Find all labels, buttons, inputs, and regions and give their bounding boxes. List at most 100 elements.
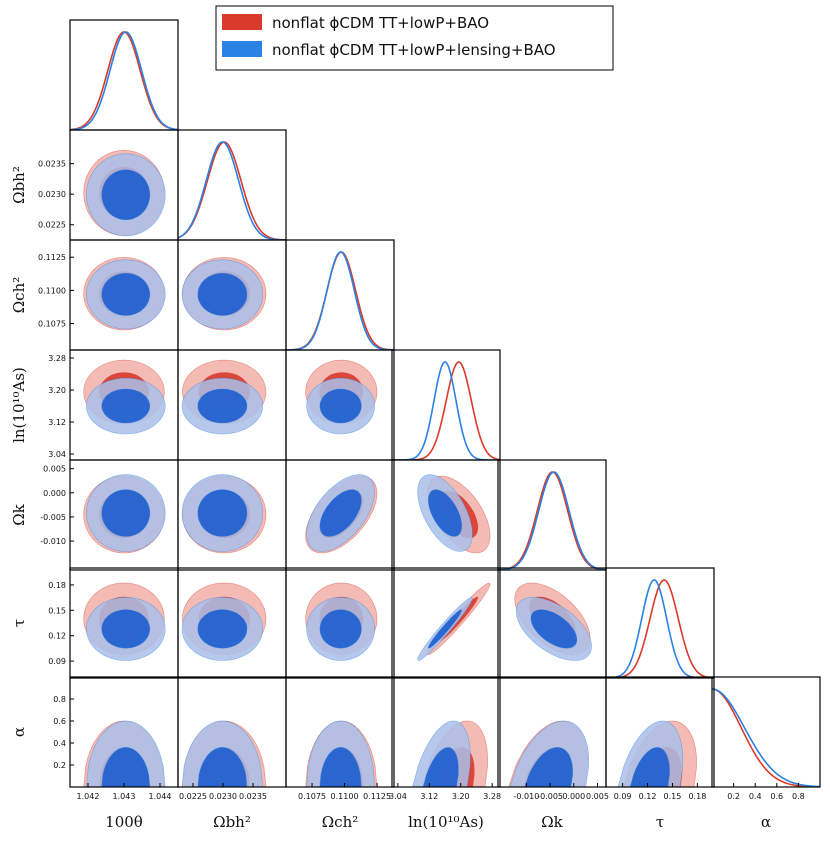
- panel-frame-6-5: [605, 676, 715, 788]
- marginal-alpha: [712, 688, 820, 787]
- contour-panel-alpha-vs-logA: [412, 720, 489, 787]
- x-tick-label-omb: 0.0235: [239, 792, 267, 801]
- contour-blue-1sigma-alpha-omc: [319, 747, 362, 787]
- x-tick-label-alpha: 0.6: [770, 792, 783, 801]
- y-tick-label-alpha: 0.6: [53, 717, 66, 726]
- legend-box: [215, 5, 614, 71]
- legend: nonflat ϕCDM TT+lowP+BAO nonflat ϕCDM TT+…: [215, 5, 614, 71]
- panel-frame-6-6: [711, 676, 821, 788]
- panel-frame-5-5: [605, 567, 715, 679]
- contour-blue-1sigma-tau-omb: [197, 609, 248, 649]
- marginal-omk: [498, 471, 606, 570]
- y-axis-label-alpha: α: [10, 727, 28, 737]
- y-tick-label-tau: 0.09: [48, 657, 66, 666]
- x-axis-label-omc: Ωch²: [322, 813, 359, 831]
- legend-label-blue: nonflat ϕCDM TT+lowP+lensing+BAO: [272, 41, 556, 59]
- y-tick-label-omk: 0.000: [43, 489, 66, 498]
- x-tick-label-omc: 0.1125: [363, 792, 391, 801]
- contour-blue-1sigma-tau-logA: [428, 609, 462, 649]
- y-tick-label-tau: 0.18: [48, 581, 66, 590]
- contour-panel-alpha-vs-omk: [508, 720, 589, 787]
- x-tick-label-theta: 1.044: [149, 792, 172, 801]
- x-tick-label-tau: 0.12: [639, 792, 657, 801]
- x-tick-label-omc: 0.1075: [298, 792, 326, 801]
- contour-panel-logA-vs-theta: [83, 359, 166, 435]
- marginal-line-red-tau: [606, 579, 714, 678]
- panel-frame-6-2: [285, 676, 395, 788]
- x-tick-label-omk: 0.005: [586, 792, 609, 801]
- y-axis-label-tau: τ: [10, 619, 28, 627]
- contour-panel-omc-vs-omb: [181, 257, 267, 331]
- x-axis-label-omk: Ωk: [541, 813, 563, 831]
- y-axis-label-logA: ln(10¹⁰As): [10, 367, 28, 443]
- y-tick-label-alpha: 0.2: [53, 761, 66, 770]
- y-axis-label-omb: Ωbh²: [10, 166, 28, 204]
- contour-blue-1sigma-alpha-omb: [197, 747, 248, 787]
- y-axis-label-omk: Ωk: [10, 503, 28, 525]
- contour-blue-1sigma-logA-theta: [101, 388, 151, 424]
- marginal-logA: [392, 361, 500, 460]
- y-tick-label-tau: 0.15: [48, 606, 66, 615]
- marginal-line-blue-omk: [498, 471, 606, 570]
- y-axis-label-omc: Ωch²: [10, 277, 28, 314]
- contour-panel-alpha-vs-theta: [83, 720, 166, 787]
- x-tick-label-alpha: 0.2: [727, 792, 740, 801]
- contour-panel-alpha-vs-omb: [181, 720, 267, 787]
- panel-frame-4-3: [391, 459, 501, 571]
- x-tick-label-alpha: 0.4: [749, 792, 762, 801]
- contour-blue-1sigma-tau-theta: [101, 609, 151, 649]
- x-tick-label-omb: 0.0225: [179, 792, 207, 801]
- contour-panel-omk-vs-omc: [305, 474, 378, 554]
- y-tick-label-tau: 0.12: [48, 632, 66, 641]
- marginal-omb: [178, 141, 286, 240]
- y-tick-label-omc: 0.1125: [38, 253, 66, 262]
- contour-blue-1sigma-alpha-theta: [101, 747, 151, 787]
- marginal-line-blue-theta: [70, 31, 178, 130]
- legend-swatch-blue: [222, 41, 262, 57]
- contour-blue-1sigma-omk-theta: [101, 489, 151, 537]
- legend-label-red: nonflat ϕCDM TT+lowP+BAO: [272, 14, 489, 32]
- contour-blue-1sigma-logA-omb: [197, 388, 248, 424]
- y-tick-label-alpha: 0.8: [53, 695, 66, 704]
- x-tick-label-theta: 1.042: [77, 792, 100, 801]
- marginal-line-red-omc: [286, 251, 394, 350]
- contour-panel-logA-vs-omb: [181, 359, 267, 435]
- panel-frame-4-4: [497, 459, 607, 571]
- y-tick-label-logA: 3.28: [48, 354, 66, 363]
- y-tick-label-omc: 0.1100: [38, 286, 66, 295]
- contour-panel-tau-vs-omk: [514, 582, 592, 661]
- panel-frame-6-3: [391, 676, 501, 788]
- marginal-line-blue-tau: [606, 579, 714, 678]
- x-tick-label-omk: 0.000: [562, 792, 585, 801]
- y-tick-label-alpha: 0.4: [53, 739, 66, 748]
- contour-blue-1sigma-logA-omc: [319, 388, 362, 424]
- contour-panel-tau-vs-omc: [305, 582, 378, 661]
- panel-frame-0-0: [69, 19, 179, 131]
- panel-frame-1-1: [177, 129, 287, 241]
- contour-panel-omb-vs-theta: [83, 149, 166, 237]
- x-axis-label-omb: Ωbh²: [213, 813, 251, 831]
- contour-panel-alpha-vs-tau: [617, 720, 697, 787]
- contour-blue-1sigma-tau-omc: [319, 609, 362, 649]
- x-tick-label-omc: 0.1100: [331, 792, 359, 801]
- y-tick-label-omb: 0.0230: [38, 190, 66, 199]
- legend-swatch-red: [222, 14, 262, 30]
- x-tick-label-omb: 0.0230: [209, 792, 237, 801]
- panel-frame-5-3: [391, 567, 501, 679]
- panel-frame-2-2: [285, 239, 395, 351]
- y-tick-label-omk: -0.005: [40, 513, 66, 522]
- marginal-omc: [286, 251, 394, 350]
- marginal-line-blue-alpha: [712, 688, 820, 787]
- marginal-line-blue-omb: [178, 141, 286, 240]
- contour-panel-omk-vs-logA: [417, 474, 491, 554]
- marginal-line-red-theta: [70, 31, 178, 130]
- panel-frame-4-2: [285, 459, 395, 571]
- x-tick-label-tau: 0.18: [688, 792, 706, 801]
- x-axis-label-theta: 100θ: [105, 813, 143, 831]
- y-tick-label-logA: 3.12: [48, 418, 66, 427]
- contour-blue-1sigma-alpha-logA: [422, 747, 459, 787]
- contour-panel-alpha-vs-omc: [305, 720, 378, 787]
- contour-panel-tau-vs-omb: [181, 582, 267, 661]
- x-axis-label-alpha: α: [761, 813, 771, 831]
- marginal-theta: [70, 31, 178, 130]
